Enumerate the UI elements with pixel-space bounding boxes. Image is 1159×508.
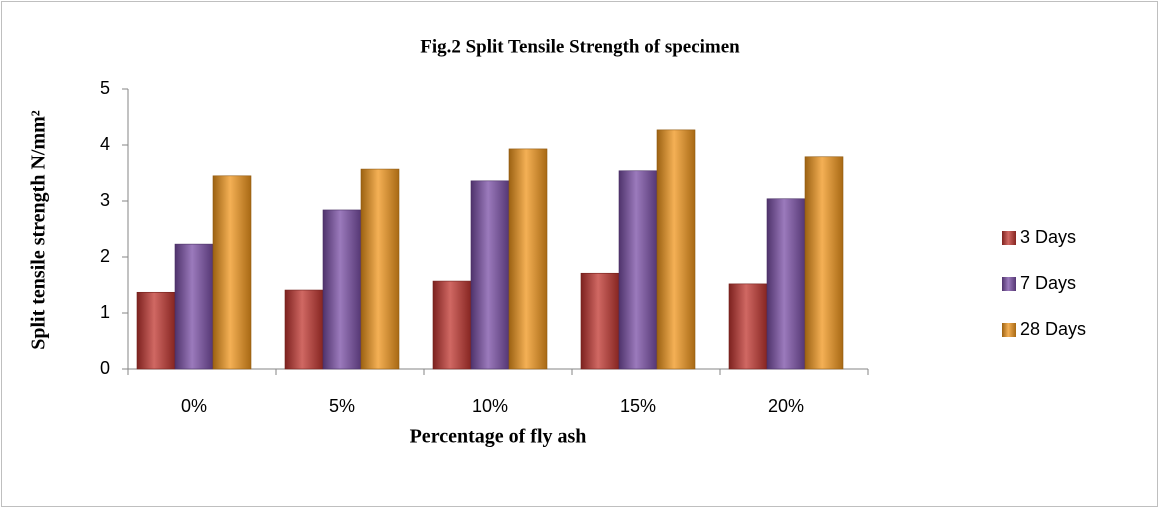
x-tick-label: 10% bbox=[472, 396, 508, 416]
y-tick-label: 4 bbox=[100, 134, 110, 154]
legend-label: 28 Days bbox=[1020, 319, 1086, 339]
bar bbox=[656, 129, 696, 370]
y-tick-label: 2 bbox=[100, 246, 110, 266]
bar bbox=[136, 291, 176, 370]
chart-title: Fig.2 Split Tensile Strength of specimen bbox=[420, 36, 740, 57]
bar bbox=[580, 272, 620, 370]
bar bbox=[212, 175, 252, 370]
bar bbox=[470, 180, 510, 370]
bar bbox=[322, 209, 362, 370]
bar bbox=[432, 280, 472, 370]
bar bbox=[766, 198, 806, 370]
bar bbox=[508, 148, 548, 370]
bar bbox=[284, 289, 324, 370]
x-tick-label: 5% bbox=[329, 396, 355, 416]
y-tick-label: 5 bbox=[100, 78, 110, 98]
y-axis-title: Split tensile strength N/mm² bbox=[28, 110, 50, 350]
bar bbox=[804, 156, 844, 370]
x-tick-label: 20% bbox=[768, 396, 804, 416]
legend-label: 7 Days bbox=[1020, 273, 1076, 293]
y-tick-label: 3 bbox=[100, 190, 110, 210]
legend-swatch bbox=[1002, 323, 1016, 337]
bar bbox=[360, 168, 400, 370]
y-tick-label: 0 bbox=[100, 358, 110, 378]
y-tick-label: 1 bbox=[100, 302, 110, 322]
bar bbox=[728, 283, 768, 370]
x-tick-label: 0% bbox=[181, 396, 207, 416]
x-tick-label: 15% bbox=[620, 396, 656, 416]
legend-swatch bbox=[1002, 231, 1016, 245]
bar bbox=[174, 243, 214, 370]
bar bbox=[618, 170, 658, 370]
legend-label: 3 Days bbox=[1020, 227, 1076, 247]
legend-swatch bbox=[1002, 277, 1016, 291]
x-axis-title: Percentage of fly ash bbox=[410, 426, 587, 448]
